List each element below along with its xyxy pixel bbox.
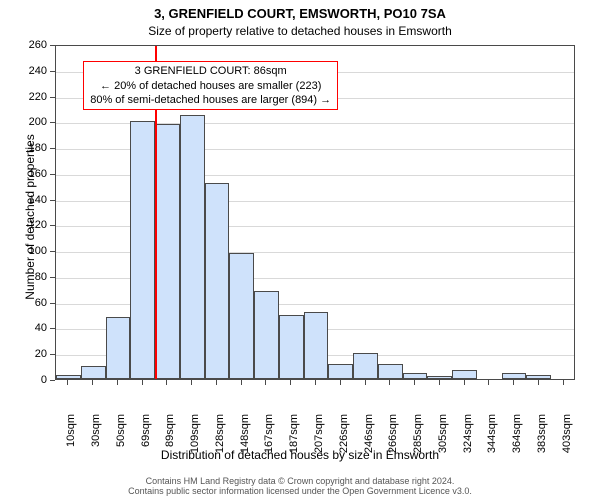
histogram-bar bbox=[526, 375, 551, 379]
xtick-label: 207sqm bbox=[313, 414, 325, 464]
xtick-mark bbox=[488, 380, 489, 385]
annotation-box: 3 GRENFIELD COURT: 86sqm← 20% of detache… bbox=[83, 61, 338, 110]
xtick-mark bbox=[340, 380, 341, 385]
histogram-bar bbox=[353, 353, 378, 379]
histogram-bar bbox=[378, 364, 403, 379]
ytick-mark bbox=[50, 277, 55, 278]
ytick-label: 240 bbox=[17, 65, 47, 77]
annotation-line: 3 GRENFIELD COURT: 86sqm bbox=[90, 64, 331, 78]
xtick-mark bbox=[315, 380, 316, 385]
xtick-mark bbox=[265, 380, 266, 385]
ytick-mark bbox=[50, 303, 55, 304]
histogram-bar bbox=[328, 364, 353, 379]
ytick-label: 80 bbox=[17, 271, 47, 283]
ytick-mark bbox=[50, 71, 55, 72]
xtick-label: 148sqm bbox=[239, 414, 251, 464]
xtick-label: 266sqm bbox=[387, 414, 399, 464]
xtick-label: 187sqm bbox=[288, 414, 300, 464]
ytick-label: 60 bbox=[17, 297, 47, 309]
xtick-mark bbox=[117, 380, 118, 385]
xtick-label: 324sqm bbox=[462, 414, 474, 464]
ytick-label: 20 bbox=[17, 348, 47, 360]
xtick-label: 226sqm bbox=[338, 414, 350, 464]
xtick-label: 69sqm bbox=[140, 414, 152, 464]
xtick-label: 30sqm bbox=[90, 414, 102, 464]
xtick-label: 383sqm bbox=[536, 414, 548, 464]
ytick-mark bbox=[50, 328, 55, 329]
xtick-mark bbox=[538, 380, 539, 385]
histogram-bar bbox=[155, 124, 180, 379]
ytick-label: 40 bbox=[17, 322, 47, 334]
ytick-label: 180 bbox=[17, 142, 47, 154]
ytick-label: 120 bbox=[17, 219, 47, 231]
xtick-mark bbox=[142, 380, 143, 385]
plot-area: 3 GRENFIELD COURT: 86sqm← 20% of detache… bbox=[55, 45, 575, 380]
ytick-mark bbox=[50, 225, 55, 226]
xtick-label: 285sqm bbox=[412, 414, 424, 464]
histogram-bar bbox=[205, 183, 230, 379]
xtick-mark bbox=[241, 380, 242, 385]
xtick-mark bbox=[389, 380, 390, 385]
xtick-mark bbox=[365, 380, 366, 385]
histogram-bar bbox=[56, 375, 81, 379]
ytick-label: 0 bbox=[17, 374, 47, 386]
histogram-bar bbox=[130, 121, 155, 379]
xtick-mark bbox=[67, 380, 68, 385]
xtick-label: 50sqm bbox=[115, 414, 127, 464]
xtick-mark bbox=[290, 380, 291, 385]
histogram-bar bbox=[452, 370, 477, 379]
xtick-label: 344sqm bbox=[486, 414, 498, 464]
ytick-mark bbox=[50, 174, 55, 175]
histogram-bar bbox=[254, 291, 279, 379]
ytick-label: 200 bbox=[17, 116, 47, 128]
xtick-mark bbox=[92, 380, 93, 385]
histogram-bar bbox=[106, 317, 131, 379]
chart-title: 3, GRENFIELD COURT, EMSWORTH, PO10 7SA bbox=[0, 6, 600, 21]
xtick-label: 89sqm bbox=[164, 414, 176, 464]
ytick-mark bbox=[50, 380, 55, 381]
ytick-mark bbox=[50, 45, 55, 46]
ytick-label: 140 bbox=[17, 194, 47, 206]
xtick-label: 10sqm bbox=[65, 414, 77, 464]
ytick-label: 260 bbox=[17, 39, 47, 51]
xtick-label: 167sqm bbox=[263, 414, 275, 464]
histogram-bar bbox=[229, 253, 254, 379]
ytick-label: 100 bbox=[17, 245, 47, 257]
ytick-mark bbox=[50, 354, 55, 355]
xtick-label: 128sqm bbox=[214, 414, 226, 464]
ytick-label: 160 bbox=[17, 168, 47, 180]
xtick-label: 403sqm bbox=[561, 414, 573, 464]
xtick-label: 364sqm bbox=[511, 414, 523, 464]
histogram-bar bbox=[403, 373, 428, 379]
xtick-mark bbox=[216, 380, 217, 385]
xtick-label: 246sqm bbox=[363, 414, 375, 464]
ytick-mark bbox=[50, 251, 55, 252]
xtick-mark bbox=[563, 380, 564, 385]
xtick-label: 305sqm bbox=[437, 414, 449, 464]
chart-subtitle: Size of property relative to detached ho… bbox=[0, 24, 600, 38]
xtick-mark bbox=[513, 380, 514, 385]
ytick-mark bbox=[50, 122, 55, 123]
ytick-mark bbox=[50, 97, 55, 98]
histogram-bar bbox=[180, 115, 205, 379]
ytick-label: 220 bbox=[17, 91, 47, 103]
ytick-mark bbox=[50, 200, 55, 201]
histogram-bar bbox=[279, 315, 304, 379]
xtick-mark bbox=[414, 380, 415, 385]
histogram-bar bbox=[427, 376, 452, 379]
xtick-mark bbox=[191, 380, 192, 385]
annotation-line: ← 20% of detached houses are smaller (22… bbox=[90, 79, 331, 93]
xtick-mark bbox=[439, 380, 440, 385]
xtick-mark bbox=[464, 380, 465, 385]
footer-attribution: Contains HM Land Registry data © Crown c… bbox=[0, 476, 600, 496]
xtick-mark bbox=[166, 380, 167, 385]
footer-line-2: Contains public sector information licen… bbox=[0, 486, 600, 496]
footer-line-1: Contains HM Land Registry data © Crown c… bbox=[0, 476, 600, 486]
ytick-mark bbox=[50, 148, 55, 149]
histogram-bar bbox=[81, 366, 106, 379]
annotation-line: 80% of semi-detached houses are larger (… bbox=[90, 93, 331, 107]
histogram-bar bbox=[502, 373, 527, 379]
xtick-label: 109sqm bbox=[189, 414, 201, 464]
histogram-bar bbox=[304, 312, 329, 379]
